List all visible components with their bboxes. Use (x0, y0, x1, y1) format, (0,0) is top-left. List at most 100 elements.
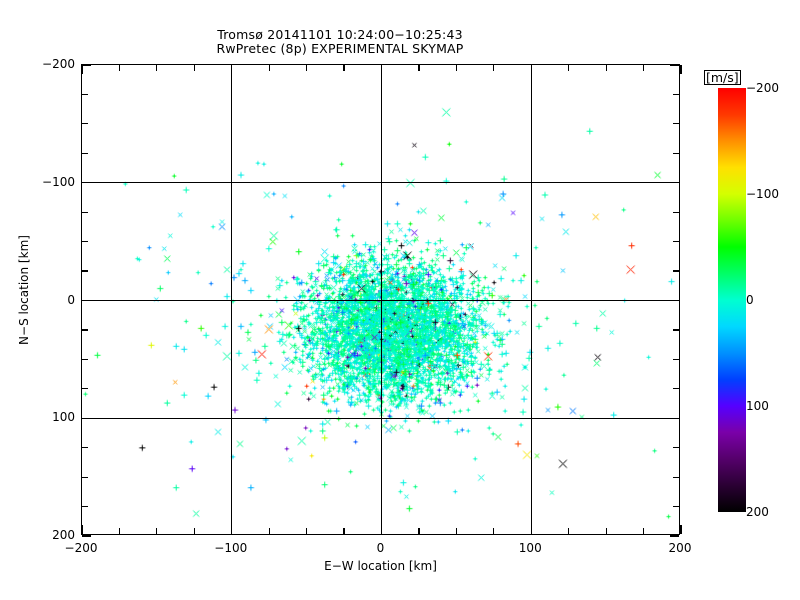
gridline-vertical (380, 65, 383, 534)
y-tick-right (673, 476, 679, 478)
figure-title-block: Tromsø 20141101 10:24:00−10:25:43 RwPret… (0, 28, 680, 56)
gridline-horizontal (82, 182, 679, 184)
y-tick-right (673, 93, 679, 96)
x-tick-bottom (343, 528, 345, 534)
x-tick-bottom (156, 528, 158, 534)
plot-area (81, 64, 682, 537)
y-tick-label: 100 (52, 410, 75, 425)
y-tick-left (82, 358, 88, 360)
y-tick-right (673, 505, 679, 508)
y-tick-left (82, 417, 91, 419)
y-axis-title: N−S location [km] (17, 235, 31, 345)
x-tick-bottom (455, 528, 457, 534)
colorbar-tick-label: −200 (746, 81, 779, 95)
x-tick-top (418, 65, 420, 71)
gridline-horizontal (82, 299, 679, 302)
gridline-horizontal (82, 417, 679, 419)
figure-title-line-1: Tromsø 20141101 10:24:00−10:25:43 (217, 27, 463, 42)
y-tick-left (82, 535, 91, 537)
x-axis-title: E−W location [km] (324, 559, 437, 573)
y-tick-right (670, 535, 679, 537)
x-tick-bottom (118, 528, 121, 534)
x-tick-bottom (642, 528, 645, 534)
x-tick-top (268, 65, 270, 71)
x-tick-bottom (568, 528, 570, 534)
x-tick-top (568, 65, 570, 71)
x-tick-bottom (81, 525, 83, 534)
y-tick-right (673, 388, 679, 390)
y-tick-left (82, 241, 88, 243)
y-tick-right (673, 241, 679, 243)
y-tick-right (673, 270, 679, 272)
y-tick-right (673, 329, 679, 331)
y-tick-left (82, 123, 88, 125)
scatter-canvas (82, 65, 679, 534)
y-tick-right (670, 182, 679, 184)
x-tick-label: 100 (518, 541, 542, 555)
y-tick-right (670, 417, 679, 419)
gridline-vertical (530, 65, 532, 534)
x-tick-top (605, 65, 607, 71)
y-tick-left (82, 447, 88, 449)
x-tick-top (642, 65, 645, 71)
y-tick-left (82, 299, 91, 302)
y-tick-right (673, 358, 679, 360)
x-tick-top (306, 65, 308, 71)
x-tick-top (680, 65, 682, 74)
x-tick-top (493, 65, 495, 71)
y-tick-label: −100 (42, 174, 75, 189)
x-tick-label: 200 (668, 541, 692, 555)
gridline-vertical (231, 65, 233, 534)
y-tick-right (673, 447, 679, 449)
y-tick-right (670, 299, 679, 302)
x-tick-top (193, 65, 195, 71)
colorbar-tick-label: 100 (746, 399, 769, 413)
x-tick-top (118, 65, 121, 71)
x-tick-top (81, 65, 83, 74)
colorbar (718, 88, 746, 512)
y-tick-left (82, 182, 91, 184)
y-tick-left (82, 152, 88, 154)
y-tick-left (82, 505, 88, 508)
x-tick-top (343, 65, 345, 71)
y-tick-label: 0 (67, 292, 75, 307)
x-tick-bottom (530, 525, 532, 534)
y-tick-label: 200 (52, 528, 75, 542)
colorbar-tick-label: 200 (746, 505, 769, 519)
figure-title-line-2: RwPretec (8p) EXPERIMENTAL SKYMAP (216, 41, 464, 56)
x-tick-bottom (493, 528, 495, 534)
x-tick-bottom (268, 528, 270, 534)
x-tick-label: −100 (214, 541, 248, 555)
colorbar-tick-label: −100 (746, 187, 779, 201)
x-tick-top (455, 65, 457, 71)
x-tick-top (156, 65, 158, 71)
x-tick-bottom (306, 528, 308, 534)
y-tick-left (82, 64, 91, 66)
y-tick-right (673, 123, 679, 125)
x-tick-bottom (680, 525, 682, 534)
y-tick-left (82, 388, 88, 390)
x-tick-top (231, 65, 233, 74)
y-tick-left (82, 329, 88, 331)
x-tick-bottom (231, 525, 233, 534)
x-tick-bottom (193, 528, 195, 534)
x-tick-label: 0 (376, 541, 385, 555)
y-tick-right (673, 152, 679, 154)
colorbar-tick-label: 0 (746, 293, 754, 307)
x-tick-bottom (380, 525, 383, 534)
x-tick-top (380, 65, 383, 74)
y-tick-right (670, 64, 679, 66)
colorbar-gradient (718, 88, 746, 512)
y-tick-label: −200 (42, 57, 75, 71)
y-tick-left (82, 270, 88, 272)
y-tick-left (82, 211, 88, 213)
y-tick-left (82, 93, 88, 96)
y-tick-left (82, 476, 88, 478)
y-tick-right (673, 211, 679, 213)
x-tick-bottom (418, 528, 420, 534)
x-tick-bottom (605, 528, 607, 534)
colorbar-unit-label: [m/s] (704, 70, 741, 85)
x-tick-label: −200 (64, 541, 98, 555)
x-tick-top (530, 65, 532, 74)
